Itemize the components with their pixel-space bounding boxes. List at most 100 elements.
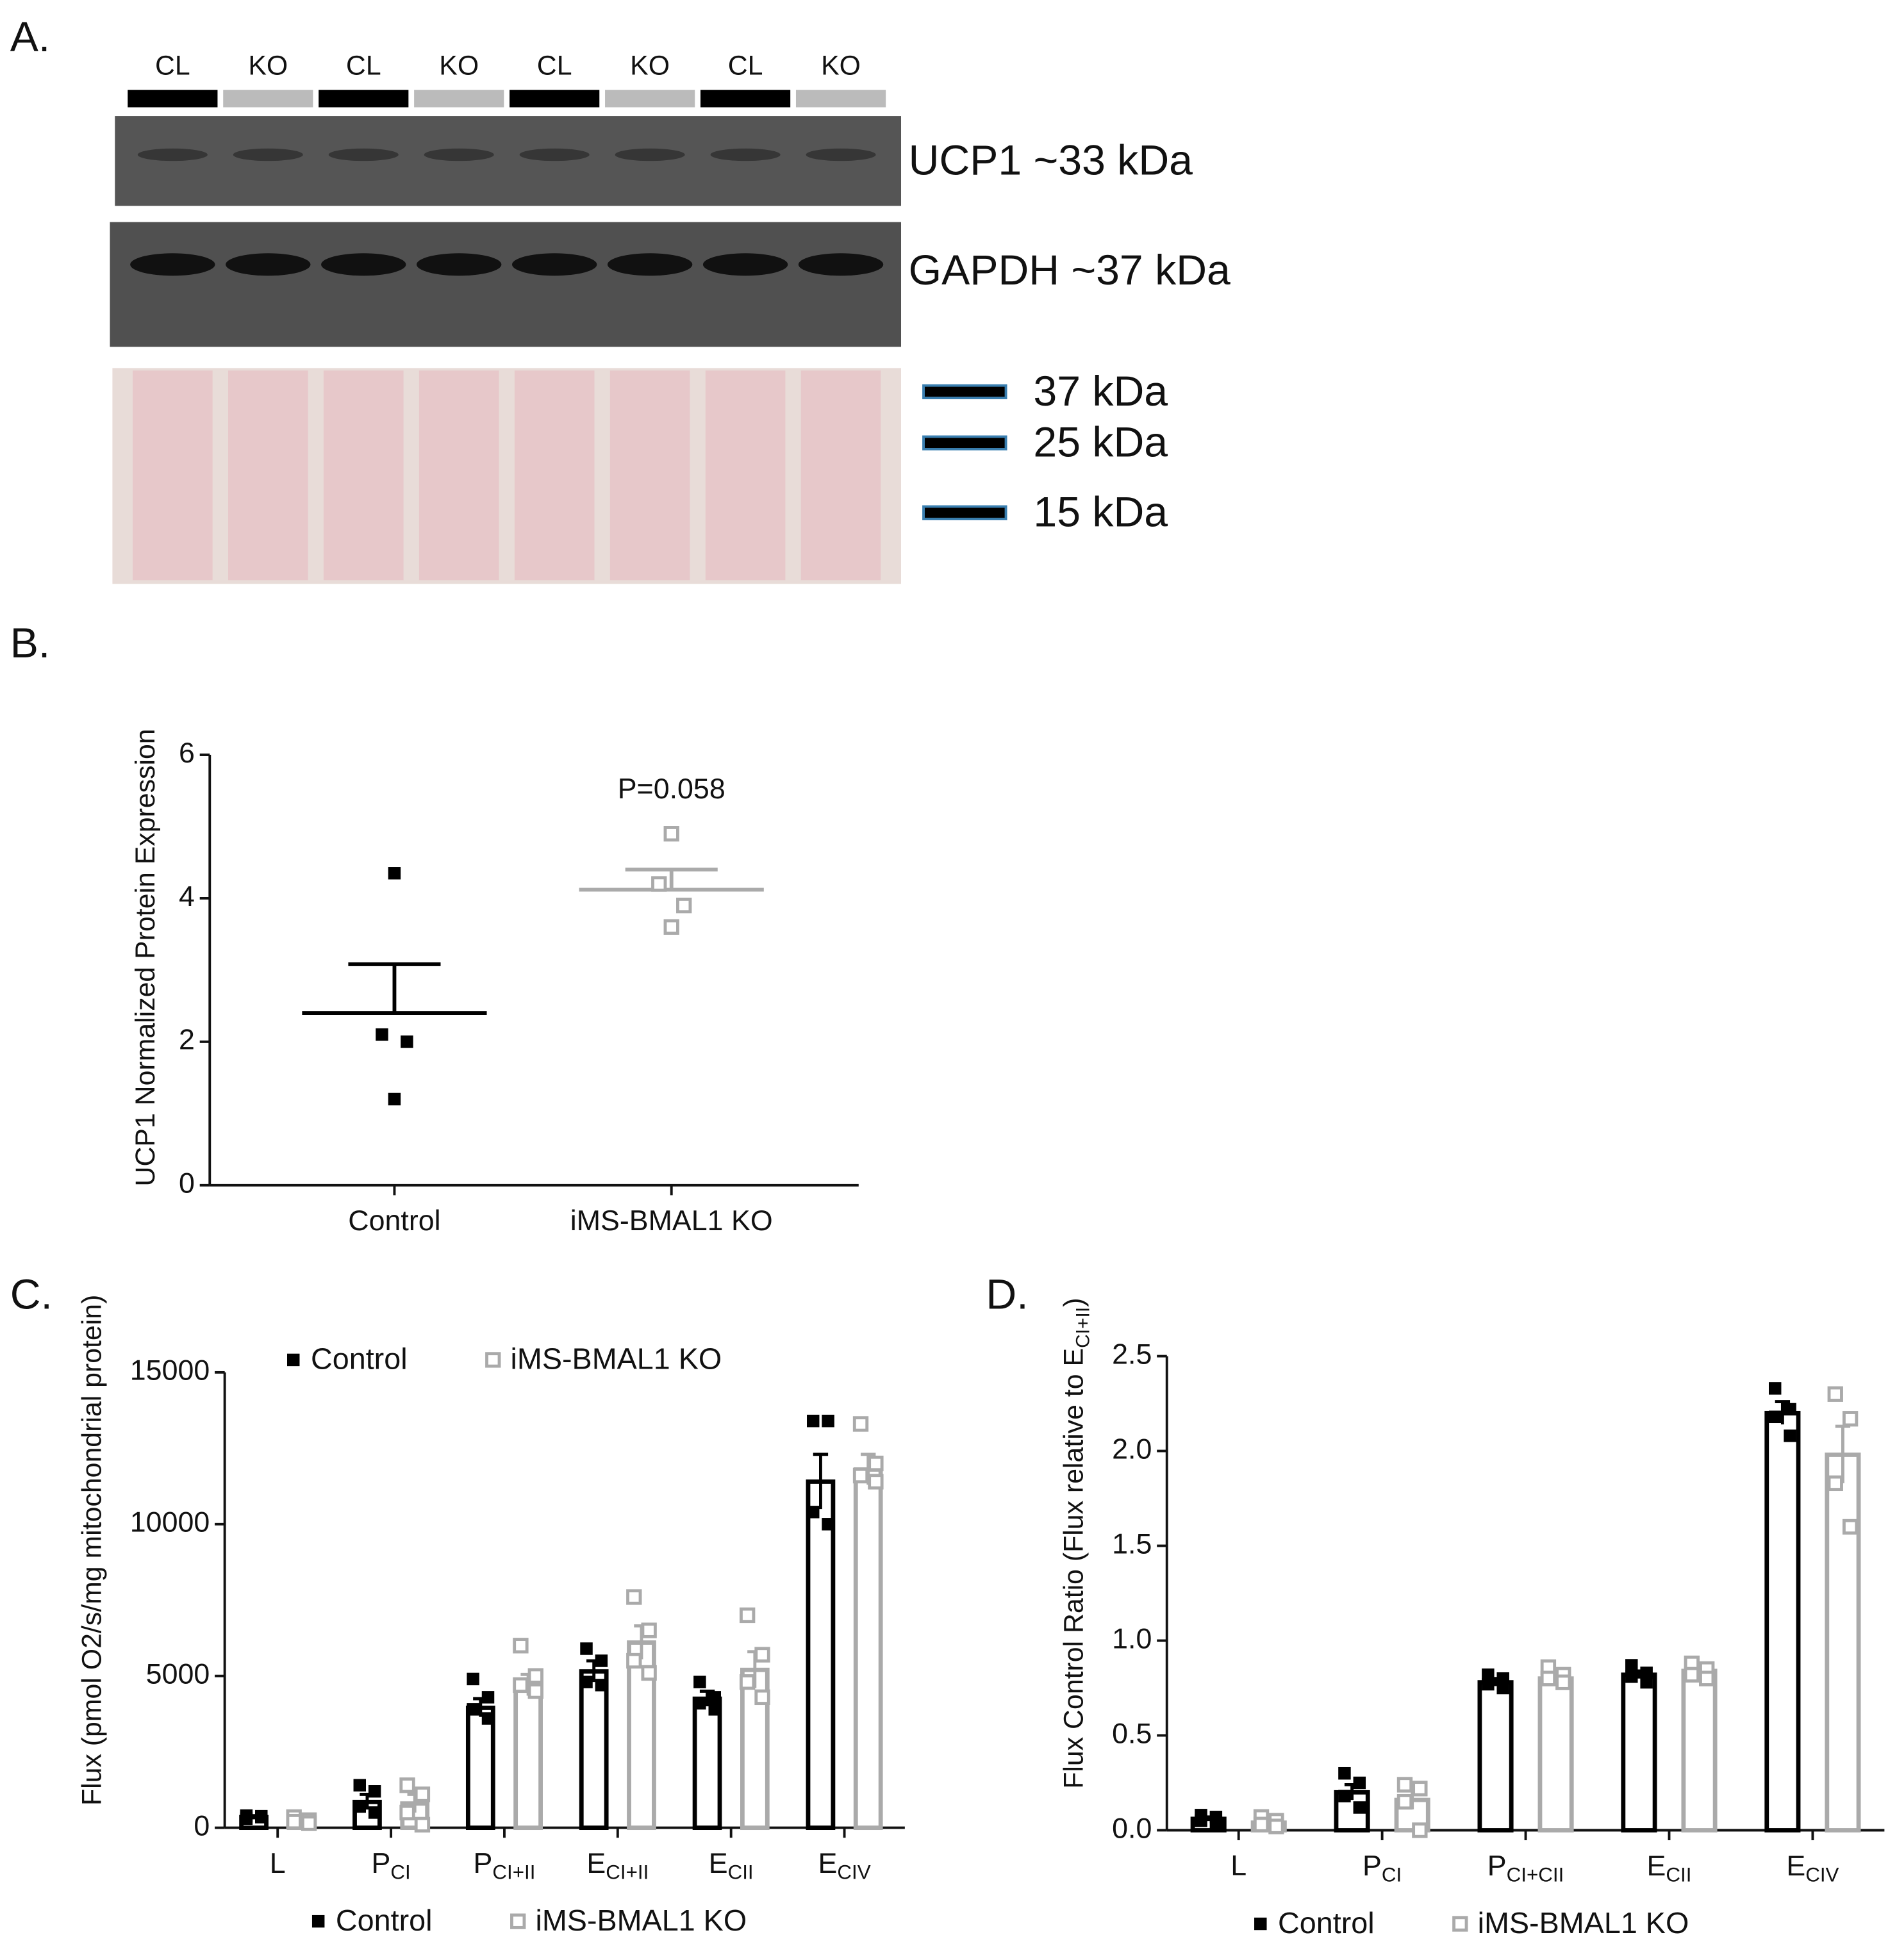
lane-bar	[795, 90, 886, 108]
x-tick-label-main: E	[586, 1847, 606, 1879]
data-point	[1482, 1668, 1495, 1681]
x-tick-label: ECII	[1647, 1850, 1692, 1886]
data-point	[301, 1815, 317, 1831]
x-tick-label-sub: CI+II	[492, 1861, 535, 1884]
data-point	[852, 1416, 869, 1432]
data-point	[626, 1589, 642, 1605]
data-point	[510, 1913, 526, 1929]
y-tick-label: 5000	[146, 1658, 210, 1690]
lane-label: KO	[821, 50, 861, 81]
data-point	[513, 1677, 529, 1693]
data-point	[693, 1676, 706, 1688]
data-point	[399, 1804, 415, 1821]
data-point	[1768, 1410, 1782, 1424]
stain-lane	[705, 370, 786, 581]
data-point	[693, 1697, 706, 1710]
x-tick-label: L	[1230, 1850, 1247, 1882]
data-point	[595, 1654, 608, 1667]
data-point	[1555, 1674, 1571, 1690]
y-tick-label: 1.5	[1112, 1528, 1152, 1560]
ladder-mark	[922, 384, 1007, 400]
y-tick-label: 2.5	[1112, 1338, 1152, 1370]
stain-lane	[800, 370, 881, 581]
bar	[1825, 1453, 1861, 1832]
data-point	[368, 1806, 381, 1819]
data-point	[1482, 1677, 1495, 1691]
data-point	[868, 1455, 884, 1472]
y-tick-label: 4	[179, 880, 195, 912]
data-point	[527, 1668, 543, 1684]
lane-label: CL	[728, 50, 763, 81]
data-point	[676, 897, 692, 914]
x-tick-label-sub: CI+II	[606, 1861, 649, 1884]
x-tick-label: PCI	[1363, 1850, 1402, 1886]
band	[806, 148, 876, 161]
data-point	[513, 1638, 529, 1654]
x-tick-label: Control	[348, 1205, 440, 1237]
data-point	[376, 1028, 388, 1041]
data-point	[467, 1703, 479, 1716]
band-label: UCP1 ~33 kDa	[909, 137, 1193, 185]
data-point	[467, 1672, 479, 1686]
bar	[1477, 1680, 1514, 1832]
x-tick-label-main: P	[1363, 1850, 1382, 1882]
data-point	[311, 1915, 325, 1928]
stain-lane	[609, 370, 690, 581]
data-point	[1353, 1776, 1366, 1790]
legend-label: Control	[1278, 1906, 1375, 1939]
x-tick-label-main: E	[818, 1847, 838, 1879]
data-point	[286, 1813, 302, 1830]
band	[702, 253, 788, 276]
data-point	[852, 1467, 869, 1484]
x-tick-label-sub: CI	[390, 1861, 410, 1884]
data-point	[1396, 1777, 1413, 1793]
y-tick-label: 10000	[130, 1506, 210, 1538]
legend-label: Control	[336, 1904, 433, 1937]
lane-label: KO	[439, 50, 479, 81]
bar	[465, 1706, 495, 1831]
band	[137, 148, 208, 161]
data-point	[1353, 1801, 1366, 1814]
data-point	[822, 1518, 834, 1531]
band	[615, 148, 685, 161]
data-point	[399, 1777, 415, 1793]
data-point	[1768, 1382, 1782, 1395]
stain-lane	[133, 370, 213, 581]
bar	[1764, 1410, 1801, 1832]
data-point	[1842, 1519, 1859, 1535]
x-tick-label-sub: CI+CII	[1507, 1864, 1564, 1886]
data-point	[595, 1679, 608, 1692]
data-point	[580, 1642, 593, 1655]
data-point	[1540, 1670, 1557, 1686]
band	[710, 148, 781, 161]
data-point	[1625, 1670, 1638, 1683]
data-point	[287, 1353, 300, 1367]
data-point	[708, 1691, 721, 1704]
stain-lane	[323, 370, 404, 581]
y-tick-label: 1.0	[1112, 1622, 1152, 1654]
lane-label: CL	[346, 50, 381, 81]
data-point	[807, 1506, 820, 1519]
data-point	[481, 1712, 495, 1725]
marker-label: 25 kDa	[1033, 419, 1168, 466]
legend-label: iMS-BMAL1 KO	[511, 1342, 722, 1376]
data-point	[1784, 1429, 1796, 1442]
data-point	[663, 826, 679, 842]
x-tick-label: ECIV	[818, 1847, 871, 1884]
data-point	[401, 1035, 413, 1048]
y-tick-label: 0.0	[1112, 1812, 1152, 1844]
y-tick-label: 0	[194, 1809, 210, 1841]
band	[607, 253, 693, 276]
data-point	[641, 1665, 657, 1681]
data-point	[1827, 1475, 1843, 1492]
marker-label: 37 kDa	[1033, 368, 1168, 415]
band	[233, 148, 303, 161]
bar	[1621, 1672, 1657, 1832]
data-point	[1254, 1917, 1267, 1931]
bar	[1537, 1676, 1574, 1832]
data-point	[1396, 1793, 1413, 1810]
lane-label: KO	[630, 50, 670, 81]
band	[328, 148, 399, 161]
band	[798, 253, 884, 276]
y-tick-label: 6	[179, 737, 195, 769]
